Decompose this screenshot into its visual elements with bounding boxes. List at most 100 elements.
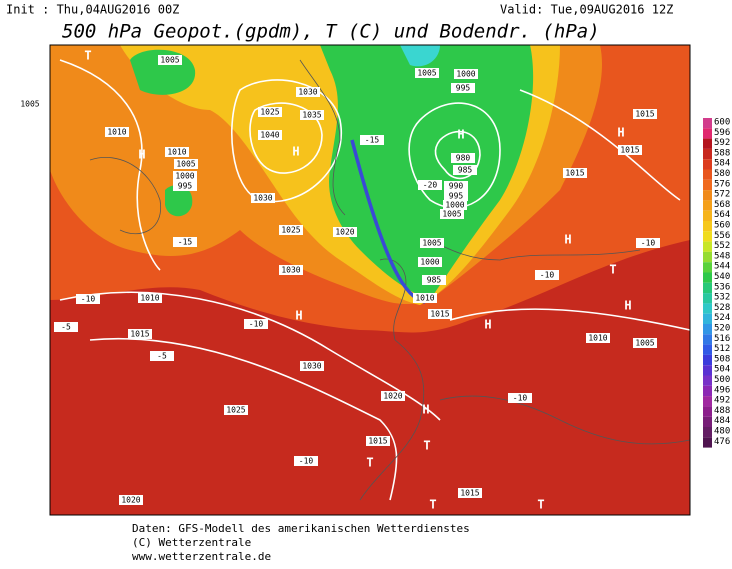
label-box [451,83,475,93]
colorbar-swatch [703,406,712,417]
colorbar-label: 600 [714,118,730,128]
isobar-label: 1015 [635,110,654,119]
isobar-label: 1005 [417,69,436,78]
isobar-label: -15 [365,136,380,145]
colorbar-swatch [703,210,712,221]
isobar-label: 1000 [175,172,194,181]
label-box [458,488,482,498]
label-box [119,495,143,505]
pressure-center: T [537,498,544,512]
colorbar-label: 512 [714,344,730,354]
pressure-center: H [457,128,464,142]
colorbar-label: 528 [714,303,730,313]
label-box [381,391,405,401]
isobar-label: 1025 [260,108,279,117]
label-box [444,191,468,201]
label-box [165,147,189,157]
footer-line: (C) Wetterzentrale [132,536,251,549]
label-box [413,293,437,303]
colorbar: 6005965925885845805765725685645605565525… [703,118,730,448]
pressure-center: T [429,498,436,512]
label-box [366,436,390,446]
colorbar-swatch [703,159,712,170]
colorbar-swatch [703,282,712,294]
colorbar-label: 592 [714,138,730,148]
colorbar-label: 584 [714,159,730,169]
colorbar-label: 484 [714,416,730,426]
label-box [279,265,303,275]
colorbar-swatch [703,354,712,366]
isobar-label: -10 [513,394,528,403]
pressure-center: H [564,233,571,247]
label-box [444,181,468,191]
colorbar-label: 516 [714,334,730,344]
isobar-label: 1015 [620,146,639,155]
isobar-label: 1015 [460,489,479,498]
colorbar-swatch [703,221,712,232]
isobar-label: 1015 [368,437,387,446]
label-box [173,237,197,247]
label-box [258,130,282,140]
isobar-label: 1030 [253,194,272,203]
init-time: Init : Thu,04AUG2016 00Z [6,3,179,17]
colorbar-swatch [703,313,712,324]
label-box [633,338,657,348]
isobar-label: 1025 [281,226,300,235]
colorbar-swatch [703,437,712,448]
label-box [173,181,197,191]
colorbar-label: 560 [714,221,730,231]
colorbar-label: 504 [714,365,730,375]
map-title: 500 hPa Geopot.(gpdm), T (C) und Bodendr… [62,21,600,43]
colorbar-swatch [703,396,712,407]
label-box [258,107,282,117]
label-box [418,257,442,267]
isobar-label: 980 [456,154,471,163]
label-box [563,168,587,178]
isobar-label: 1005 [442,210,461,219]
colorbar-swatch [703,200,712,211]
label-box [633,109,657,119]
colorbar-label: 564 [714,210,730,220]
colorbar-label: 572 [714,190,730,200]
label-box [586,333,610,343]
label-box [508,393,532,403]
isobar-label: 1015 [430,310,449,319]
isobar-label: 1005 [635,339,654,348]
colorbar-swatch [703,293,712,304]
isobar-label: 1000 [445,201,464,210]
colorbar-label: 532 [714,293,730,303]
label-box [618,145,642,155]
label-box [224,405,248,415]
colorbar-label: 480 [714,427,730,437]
label-box [636,238,660,248]
label-box [535,270,559,280]
colorbar-label: 544 [714,262,730,272]
label-box [451,153,475,163]
colorbar-swatch [703,118,712,129]
colorbar-swatch [703,148,712,160]
colorbar-swatch [703,334,712,345]
pressure-center: H [617,126,624,140]
isobar-label: 985 [427,276,442,285]
colorbar-swatch [703,262,712,273]
footer-line: www.wetterzentrale.de [132,550,271,563]
label-box [251,193,275,203]
isobar-label: 995 [178,182,193,191]
isobar-label: 1010 [415,294,434,303]
colorbar-label: 496 [714,385,730,395]
label-box [128,329,152,339]
isobar-label: -10 [249,320,264,329]
colorbar-label: 588 [714,148,730,158]
colorbar-swatch [703,427,712,438]
colorbar-label: 552 [714,241,730,251]
pressure-center: H [295,309,302,323]
isobar-label: 1010 [140,294,159,303]
label-box [138,293,162,303]
isobar-label: 1010 [588,334,607,343]
label-box [333,227,357,237]
label-box [279,225,303,235]
label-box [300,110,324,120]
colorbar-label: 548 [714,251,730,261]
